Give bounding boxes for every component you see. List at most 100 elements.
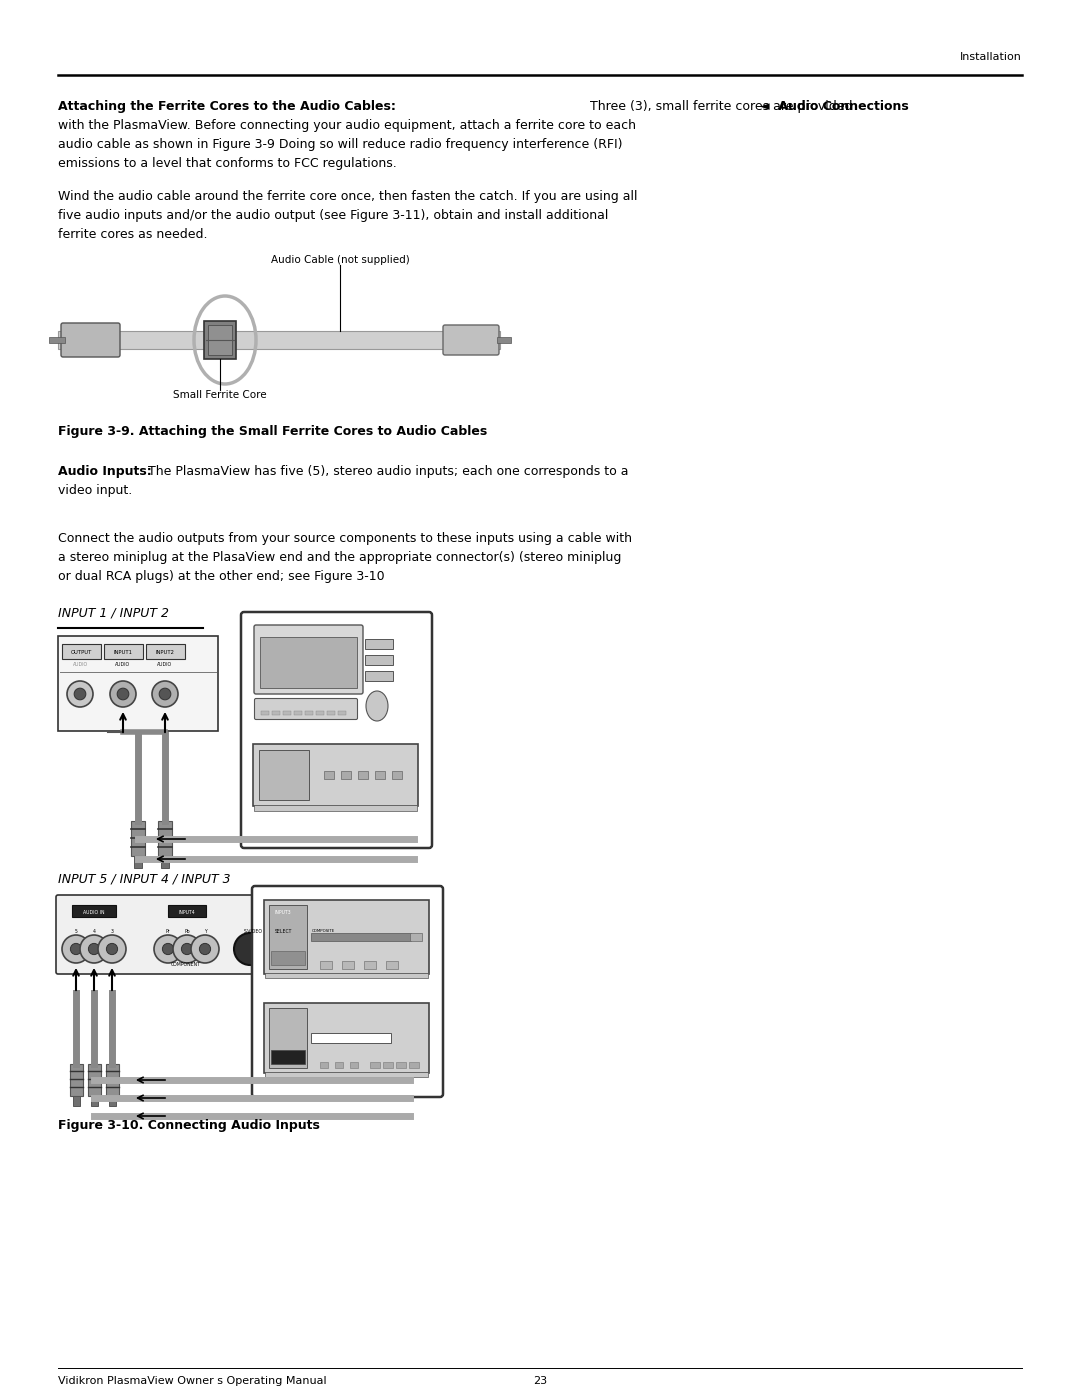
Circle shape bbox=[107, 943, 118, 954]
Bar bbox=[204, 321, 237, 359]
Circle shape bbox=[110, 680, 136, 707]
FancyBboxPatch shape bbox=[252, 886, 443, 1097]
Bar bbox=[158, 821, 172, 856]
Circle shape bbox=[152, 680, 178, 707]
Circle shape bbox=[62, 935, 90, 963]
FancyBboxPatch shape bbox=[443, 326, 499, 355]
Text: 23: 23 bbox=[532, 1376, 548, 1386]
Text: SELECT: SELECT bbox=[274, 929, 292, 935]
Bar bbox=[365, 638, 393, 650]
FancyBboxPatch shape bbox=[60, 323, 120, 358]
Circle shape bbox=[234, 933, 266, 965]
Text: AUDIO: AUDIO bbox=[73, 662, 89, 666]
Text: Vidikron PlasmaView Owner s Operating Manual: Vidikron PlasmaView Owner s Operating Ma… bbox=[58, 1376, 326, 1386]
Bar bbox=[269, 905, 307, 970]
Text: Figure 3-10. Connecting Audio Inputs: Figure 3-10. Connecting Audio Inputs bbox=[58, 1119, 320, 1132]
Text: AUDIO IN: AUDIO IN bbox=[83, 909, 105, 915]
Bar bbox=[272, 711, 280, 715]
Text: AUDIO: AUDIO bbox=[158, 662, 173, 666]
Circle shape bbox=[67, 680, 93, 707]
Text: Figure 3-9. Attaching the Small Ferrite Cores to Audio Cables: Figure 3-9. Attaching the Small Ferrite … bbox=[58, 425, 487, 439]
Bar bbox=[383, 1062, 393, 1067]
Bar bbox=[91, 1097, 98, 1106]
Bar bbox=[73, 1097, 80, 1106]
Text: ferrite cores as needed.: ferrite cores as needed. bbox=[58, 228, 207, 242]
Bar bbox=[320, 961, 332, 970]
Text: OUTPUT: OUTPUT bbox=[70, 650, 92, 655]
Circle shape bbox=[75, 689, 85, 700]
Bar bbox=[357, 771, 368, 780]
FancyBboxPatch shape bbox=[56, 895, 350, 974]
Text: with the PlasmaView. Before connecting your audio equipment, attach a ferrite co: with the PlasmaView. Before connecting y… bbox=[58, 119, 636, 131]
Bar bbox=[365, 671, 393, 680]
Text: INPUT2: INPUT2 bbox=[156, 650, 175, 655]
Circle shape bbox=[162, 943, 174, 954]
Text: Attaching the Ferrite Cores to the Audio Cables:: Attaching the Ferrite Cores to the Audio… bbox=[58, 101, 396, 113]
FancyBboxPatch shape bbox=[62, 644, 100, 658]
Text: INPUT3: INPUT3 bbox=[274, 909, 292, 915]
Text: Small Ferrite Core: Small Ferrite Core bbox=[173, 390, 267, 400]
FancyBboxPatch shape bbox=[253, 745, 418, 806]
Text: a stereo miniplug at the PlasaView end and the appropriate connector(s) (stereo : a stereo miniplug at the PlasaView end a… bbox=[58, 550, 621, 564]
Bar bbox=[161, 856, 168, 868]
Bar bbox=[338, 711, 346, 715]
FancyBboxPatch shape bbox=[264, 905, 302, 918]
Bar bbox=[131, 821, 145, 856]
Text: S-VIDEO: S-VIDEO bbox=[243, 929, 262, 935]
Circle shape bbox=[159, 689, 171, 700]
Text: COMPONENT: COMPONENT bbox=[171, 963, 201, 967]
Text: INPUT 1 / INPUT 2: INPUT 1 / INPUT 2 bbox=[58, 608, 168, 620]
Bar bbox=[294, 711, 302, 715]
Bar bbox=[49, 337, 65, 344]
Text: Y: Y bbox=[204, 929, 206, 935]
Bar bbox=[261, 711, 269, 715]
Circle shape bbox=[318, 943, 328, 954]
Bar bbox=[396, 1062, 406, 1067]
Text: ◄  Audio Connections: ◄ Audio Connections bbox=[760, 101, 908, 113]
Circle shape bbox=[70, 943, 82, 954]
Text: AUDIO: AUDIO bbox=[116, 662, 131, 666]
Bar bbox=[335, 1062, 343, 1067]
Text: audio cable as shown in Figure 3-9 Doing so will reduce radio frequency interfer: audio cable as shown in Figure 3-9 Doing… bbox=[58, 138, 622, 151]
Bar bbox=[208, 326, 232, 355]
Bar bbox=[410, 933, 422, 942]
Bar bbox=[365, 655, 393, 665]
Text: video input.: video input. bbox=[58, 483, 132, 497]
Text: Pr: Pr bbox=[165, 929, 171, 935]
Text: 4: 4 bbox=[93, 929, 95, 935]
FancyBboxPatch shape bbox=[146, 644, 185, 658]
Text: INPUT 5 / INPUT 4 / INPUT 3: INPUT 5 / INPUT 4 / INPUT 3 bbox=[58, 873, 231, 886]
FancyBboxPatch shape bbox=[255, 698, 357, 719]
FancyBboxPatch shape bbox=[104, 644, 143, 658]
Bar bbox=[109, 1097, 116, 1106]
Bar bbox=[260, 637, 357, 687]
Bar bbox=[254, 805, 417, 812]
Bar bbox=[271, 1051, 305, 1065]
Text: Audio Inputs:: Audio Inputs: bbox=[58, 465, 152, 478]
Bar bbox=[58, 331, 500, 349]
Bar bbox=[269, 1009, 307, 1067]
Bar bbox=[375, 771, 384, 780]
Ellipse shape bbox=[366, 692, 388, 721]
Text: The PlasmaView has five (5), stereo audio inputs; each one corresponds to a: The PlasmaView has five (5), stereo audi… bbox=[148, 465, 629, 478]
Circle shape bbox=[191, 935, 219, 963]
Bar bbox=[305, 711, 313, 715]
Text: emissions to a level that conforms to FCC regulations.: emissions to a level that conforms to FC… bbox=[58, 156, 396, 170]
Bar bbox=[58, 636, 218, 731]
Bar bbox=[350, 1062, 357, 1067]
Text: Wind the audio cable around the ferrite core once, then fasten the catch. If you: Wind the audio cable around the ferrite … bbox=[58, 190, 637, 203]
Bar bbox=[259, 750, 309, 800]
Circle shape bbox=[80, 935, 108, 963]
Bar bbox=[311, 933, 411, 942]
Text: COMPOSITE: COMPOSITE bbox=[311, 929, 335, 933]
Circle shape bbox=[154, 935, 183, 963]
Text: Pb: Pb bbox=[185, 929, 190, 935]
Bar bbox=[87, 1065, 102, 1097]
FancyBboxPatch shape bbox=[71, 905, 117, 918]
Text: Installation: Installation bbox=[960, 52, 1022, 61]
Bar bbox=[316, 711, 324, 715]
Bar bbox=[370, 1062, 380, 1067]
FancyBboxPatch shape bbox=[264, 1003, 429, 1073]
Bar bbox=[341, 771, 351, 780]
Circle shape bbox=[309, 935, 337, 963]
